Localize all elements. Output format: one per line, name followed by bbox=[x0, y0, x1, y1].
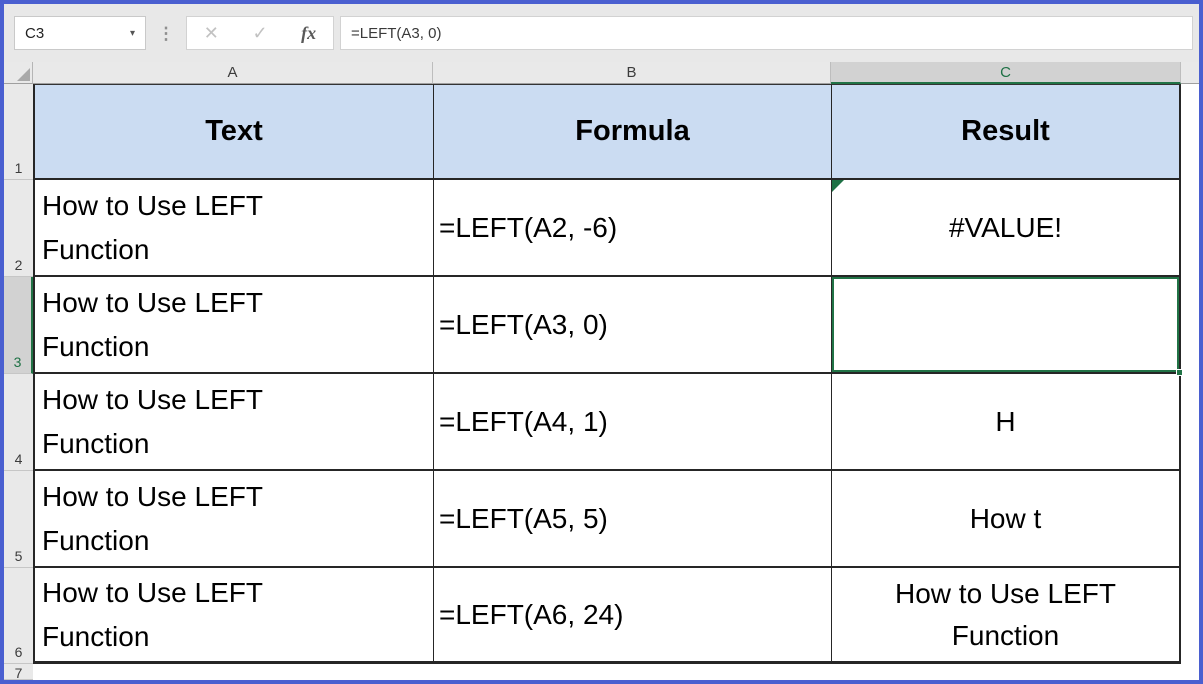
column-header-a[interactable]: A bbox=[33, 62, 433, 84]
cell-c5-text: How t bbox=[969, 502, 1042, 534]
filler bbox=[1181, 277, 1199, 374]
cancel-icon[interactable]: ✕ bbox=[203, 22, 219, 43]
name-box-value: C3 bbox=[25, 24, 45, 42]
cell-a7[interactable] bbox=[33, 664, 433, 680]
row-header-2[interactable]: 2 bbox=[4, 180, 33, 277]
cell-a6[interactable]: How to Use LEFT Function bbox=[33, 568, 433, 664]
row-header-5[interactable]: 5 bbox=[4, 471, 33, 568]
cell-c4-text: H bbox=[995, 405, 1016, 437]
cell-b4[interactable]: =LEFT(A4, 1) bbox=[433, 374, 831, 471]
cell-c4[interactable]: H bbox=[831, 374, 1181, 471]
column-header-c[interactable]: C bbox=[831, 62, 1181, 84]
cell-c1-text: Result bbox=[961, 115, 1050, 147]
cell-b5[interactable]: =LEFT(A5, 5) bbox=[433, 471, 831, 568]
formula-buttons: ✕ ✓ fx bbox=[186, 16, 334, 50]
insert-function-icon[interactable]: fx bbox=[301, 22, 317, 43]
cell-a6-text: How to Use LEFT Function bbox=[42, 577, 263, 652]
cell-a3[interactable]: How to Use LEFT Function bbox=[33, 277, 433, 374]
cell-c3-selected[interactable] bbox=[831, 277, 1183, 376]
cell-c2[interactable]: #VALUE! bbox=[831, 180, 1181, 277]
spreadsheet-grid: A B C 1 Text Formula Result 2 How to Use… bbox=[4, 62, 1199, 680]
column-header-filler bbox=[1181, 62, 1199, 84]
cell-b6-text: =LEFT(A6, 24) bbox=[439, 598, 624, 630]
cell-a3-text: How to Use LEFT Function bbox=[42, 287, 263, 362]
cell-a4-text: How to Use LEFT Function bbox=[42, 384, 263, 459]
cell-a1-text: Text bbox=[205, 115, 263, 147]
cell-b6[interactable]: =LEFT(A6, 24) bbox=[433, 568, 831, 664]
row-header-3[interactable]: 3 bbox=[4, 277, 33, 374]
cell-c1[interactable]: Result bbox=[831, 84, 1181, 180]
formula-bar-input[interactable]: =LEFT(A3, 0) bbox=[340, 16, 1193, 50]
cell-a5-text: How to Use LEFT Function bbox=[42, 481, 263, 556]
cell-b1-text: Formula bbox=[575, 115, 690, 147]
cell-c5[interactable]: How t bbox=[831, 471, 1181, 568]
cell-a1[interactable]: Text bbox=[33, 84, 433, 180]
row-header-6[interactable]: 6 bbox=[4, 568, 33, 664]
cell-c6[interactable]: How to Use LEFT Function bbox=[831, 568, 1181, 664]
column-header-b[interactable]: B bbox=[433, 62, 831, 84]
select-all-button[interactable] bbox=[4, 62, 33, 84]
row-header-7[interactable]: 7 bbox=[4, 664, 33, 680]
cell-b3[interactable]: =LEFT(A3, 0) bbox=[433, 277, 831, 374]
cell-b2-text: =LEFT(A2, -6) bbox=[439, 211, 618, 243]
filler bbox=[1181, 471, 1199, 568]
cell-a5[interactable]: How to Use LEFT Function bbox=[33, 471, 433, 568]
cell-b4-text: =LEFT(A4, 1) bbox=[439, 405, 608, 437]
cell-b2[interactable]: =LEFT(A2, -6) bbox=[433, 180, 831, 277]
cell-c6-text: How to Use LEFT Function bbox=[895, 577, 1116, 651]
filler bbox=[1181, 568, 1199, 664]
select-all-icon bbox=[17, 68, 30, 81]
filler bbox=[1181, 84, 1199, 180]
cell-a4[interactable]: How to Use LEFT Function bbox=[33, 374, 433, 471]
cell-a2-text: How to Use LEFT Function bbox=[42, 190, 263, 265]
row-header-4[interactable]: 4 bbox=[4, 374, 33, 471]
enter-icon[interactable]: ✓ bbox=[252, 22, 268, 43]
error-indicator-icon bbox=[832, 180, 844, 192]
cell-b5-text: =LEFT(A5, 5) bbox=[439, 502, 608, 534]
filler bbox=[1181, 180, 1199, 277]
name-box[interactable]: C3 ▾ bbox=[14, 16, 146, 50]
cell-b7[interactable] bbox=[433, 664, 831, 680]
formula-bar-value: =LEFT(A3, 0) bbox=[351, 24, 442, 42]
fill-handle[interactable] bbox=[1176, 369, 1183, 376]
name-box-dropdown-icon[interactable]: ▾ bbox=[129, 27, 135, 39]
filler bbox=[1181, 664, 1199, 680]
cell-b3-text: =LEFT(A3, 0) bbox=[439, 308, 608, 340]
filler bbox=[1181, 374, 1199, 471]
grip-icon: ⋮ bbox=[157, 23, 175, 43]
cell-b1[interactable]: Formula bbox=[433, 84, 831, 180]
formula-toolbar: C3 ▾ ⋮ ✕ ✓ fx =LEFT(A3, 0) bbox=[4, 4, 1199, 62]
cell-c7[interactable] bbox=[831, 664, 1181, 680]
cell-c2-text: #VALUE! bbox=[948, 211, 1063, 243]
row-header-1[interactable]: 1 bbox=[4, 84, 33, 180]
cell-a2[interactable]: How to Use LEFT Function bbox=[33, 180, 433, 277]
